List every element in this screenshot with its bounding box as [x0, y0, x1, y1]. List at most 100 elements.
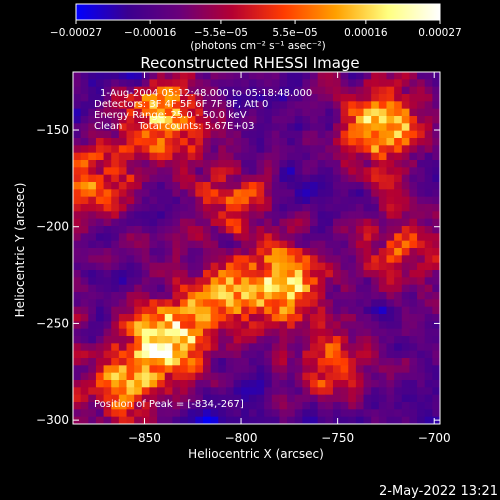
heatmap-cell: [210, 365, 219, 374]
heatmap-cell: [317, 328, 326, 337]
heatmap-cell: [248, 130, 258, 139]
heatmap-cell: [332, 402, 342, 410]
heatmap-cell: [73, 402, 82, 410]
heatmap-cell: [180, 79, 189, 88]
heatmap-cell: [180, 72, 189, 80]
heatmap-cell: [88, 328, 97, 337]
heatmap-cell: [256, 336, 265, 344]
heatmap-cell: [378, 211, 388, 220]
heatmap-cell: [355, 321, 365, 330]
heatmap-cell: [149, 248, 158, 256]
heatmap-cell: [172, 218, 181, 227]
heatmap-cell: [279, 262, 288, 271]
heatmap-cell: [233, 358, 242, 366]
heatmap-cell: [141, 108, 151, 117]
heatmap-cell: [126, 416, 135, 424]
heatmap-cell: [218, 350, 227, 359]
heatmap-cell: [241, 306, 250, 315]
heatmap-cell: [355, 138, 365, 146]
heatmap-cell: [332, 233, 342, 242]
heatmap-cell: [332, 167, 342, 176]
heatmap-cell: [126, 123, 135, 132]
heatmap-cell: [302, 211, 311, 220]
heatmap-cell: [218, 123, 227, 132]
heatmap-cell: [340, 145, 349, 154]
heatmap-cell: [424, 160, 433, 168]
heatmap-cell: [95, 160, 105, 168]
heatmap-cell: [210, 409, 219, 418]
heatmap-cell: [378, 196, 388, 205]
heatmap-cell: [340, 152, 349, 161]
heatmap-cell: [302, 123, 311, 132]
heatmap-cell: [195, 299, 204, 308]
heatmap-cell: [287, 145, 296, 154]
heatmap-cell: [394, 86, 403, 95]
heatmap-cell: [271, 72, 281, 80]
heatmap-cell: [202, 226, 212, 234]
heatmap-cell: [187, 292, 196, 300]
heatmap-cell: [325, 204, 334, 212]
heatmap-cell: [233, 123, 242, 132]
heatmap-cell: [248, 108, 258, 117]
heatmap-cell: [355, 218, 365, 227]
heatmap-cell: [256, 130, 265, 139]
heatmap-cell: [409, 394, 418, 403]
heatmap-cell: [317, 350, 326, 359]
heatmap-cell: [378, 116, 388, 124]
heatmap-cell: [164, 248, 173, 256]
heatmap-cell: [225, 167, 235, 176]
heatmap-cell: [310, 402, 319, 410]
heatmap-cell: [417, 130, 426, 139]
heatmap-cell: [233, 108, 242, 117]
heatmap-cell: [210, 138, 219, 146]
heatmap-cell: [317, 211, 326, 220]
heatmap-cell: [294, 365, 303, 374]
heatmap-cell: [348, 402, 357, 410]
heatmap-cell: [256, 79, 265, 88]
heatmap-cell: [417, 233, 426, 242]
heatmap-cell: [294, 226, 303, 234]
heatmap-cell: [256, 116, 265, 124]
heatmap-cell: [401, 233, 411, 242]
heatmap-cell: [271, 86, 281, 95]
heatmap-cell: [73, 167, 82, 176]
heatmap-cell: [287, 233, 296, 242]
heatmap-cell: [118, 328, 128, 337]
heatmap-cell: [172, 160, 181, 168]
heatmap-cell: [279, 204, 288, 212]
heatmap-cell: [218, 299, 227, 308]
heatmap-cell: [332, 255, 342, 264]
heatmap-cell: [409, 336, 418, 344]
heatmap-cell: [386, 365, 395, 374]
heatmap-cell: [371, 336, 380, 344]
heatmap-cell: [157, 255, 166, 264]
heatmap-cell: [355, 299, 365, 308]
heatmap-cell: [210, 248, 219, 256]
heatmap-cell: [279, 101, 288, 110]
heatmap-cell: [302, 314, 311, 322]
heatmap-cell: [111, 416, 120, 424]
heatmap-cell: [164, 240, 173, 249]
heatmap-cell: [378, 416, 388, 424]
heatmap-cell: [210, 94, 219, 102]
heatmap-cell: [371, 284, 380, 293]
heatmap-cell: [310, 160, 319, 168]
heatmap-cell: [271, 343, 281, 352]
heatmap-cell: [118, 292, 128, 300]
heatmap-cell: [386, 350, 395, 359]
heatmap-cell: [126, 350, 135, 359]
heatmap-cell: [294, 94, 303, 102]
heatmap-cell: [80, 314, 89, 322]
heatmap-cell: [371, 248, 380, 256]
heatmap-cell: [210, 72, 219, 80]
heatmap-cell: [126, 211, 135, 220]
heatmap-cell: [394, 387, 403, 396]
heatmap-cell: [363, 255, 372, 264]
heatmap-cell: [164, 402, 173, 410]
heatmap-cell: [401, 94, 411, 102]
heatmap-cell: [233, 152, 242, 161]
heatmap-cell: [302, 343, 311, 352]
heatmap-cell: [371, 160, 380, 168]
heatmap-cell: [264, 116, 273, 124]
heatmap-cell: [394, 123, 403, 132]
